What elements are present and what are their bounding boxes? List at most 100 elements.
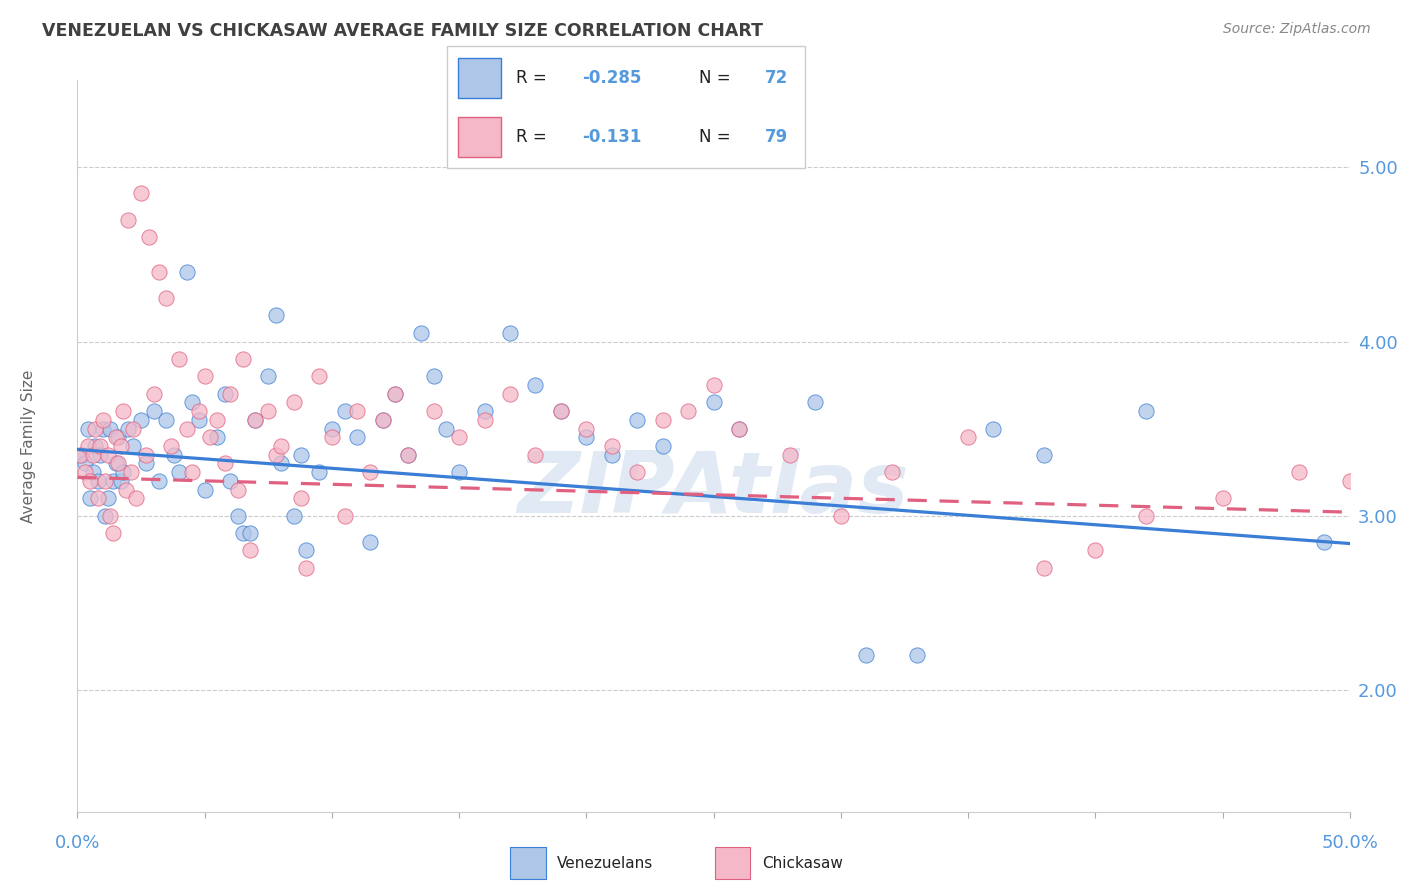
Point [333,404,356,418]
Point [283,395,305,409]
Text: 72: 72 [765,70,787,87]
FancyBboxPatch shape [447,45,804,169]
Point [396,448,419,462]
Point [346,404,368,418]
Text: 79: 79 [765,128,787,146]
Point [499,386,522,401]
Point [94,474,117,488]
Point [1135,404,1157,418]
Point [384,386,406,401]
Point [290,491,312,506]
Point [188,413,211,427]
Point [779,448,801,462]
Text: Venezuelans: Venezuelans [557,855,654,871]
Point [449,430,471,444]
Point [550,404,572,418]
Point [321,421,343,435]
Point [524,448,547,462]
Point [1033,448,1056,462]
Point [283,508,305,523]
Point [155,291,177,305]
Point [188,404,211,418]
Point [264,448,287,462]
Text: 50.0%: 50.0% [1322,834,1378,852]
Text: Average Family Size: Average Family Size [21,369,37,523]
Point [207,413,229,427]
Point [1313,534,1336,549]
Point [308,369,330,384]
Point [114,483,136,497]
Point [728,421,751,435]
Point [207,430,229,444]
Text: ZIPAtlas: ZIPAtlas [517,449,910,532]
Point [79,474,101,488]
Point [101,474,124,488]
Point [107,430,129,444]
Point [107,457,129,471]
Bar [510,847,546,880]
Point [371,413,394,427]
Point [651,413,673,427]
Point [321,430,343,444]
Point [474,413,496,427]
Point [86,491,108,506]
Point [89,448,111,462]
Point [703,395,725,409]
Point [651,439,673,453]
Point [97,491,120,506]
Point [104,430,127,444]
Text: N =: N = [699,70,735,87]
Point [245,413,267,427]
Point [245,413,267,427]
Point [905,648,928,662]
Point [219,386,242,401]
Point [117,421,139,435]
Point [73,457,96,471]
Point [135,448,157,462]
Point [76,421,98,435]
Point [232,351,254,366]
Point [232,526,254,541]
Point [176,265,198,279]
Point [163,448,186,462]
Point [1288,465,1310,479]
Text: -0.131: -0.131 [582,128,641,146]
Point [359,465,381,479]
Point [626,465,648,479]
Point [122,421,145,435]
Point [804,395,827,409]
Point [135,457,157,471]
Point [89,439,111,453]
Point [94,508,117,523]
Point [449,465,471,479]
Point [122,439,145,453]
Point [550,404,572,418]
Point [219,474,242,488]
Point [270,439,292,453]
Point [142,404,165,418]
Point [983,421,1005,435]
Point [82,448,104,462]
Point [214,386,236,401]
Point [155,413,177,427]
Point [359,534,381,549]
Point [295,561,318,575]
Point [626,413,648,427]
Point [499,326,522,340]
Text: R =: R = [516,70,553,87]
Point [148,265,170,279]
Point [76,439,98,453]
Point [176,421,198,435]
Point [112,465,135,479]
Point [333,508,356,523]
Text: Source: ZipAtlas.com: Source: ZipAtlas.com [1223,22,1371,37]
Point [524,378,547,392]
Point [125,491,148,506]
Point [728,421,751,435]
Point [82,465,104,479]
Point [104,457,127,471]
Point [880,465,903,479]
Text: 0.0%: 0.0% [55,834,100,852]
Point [120,465,142,479]
Point [676,404,699,418]
